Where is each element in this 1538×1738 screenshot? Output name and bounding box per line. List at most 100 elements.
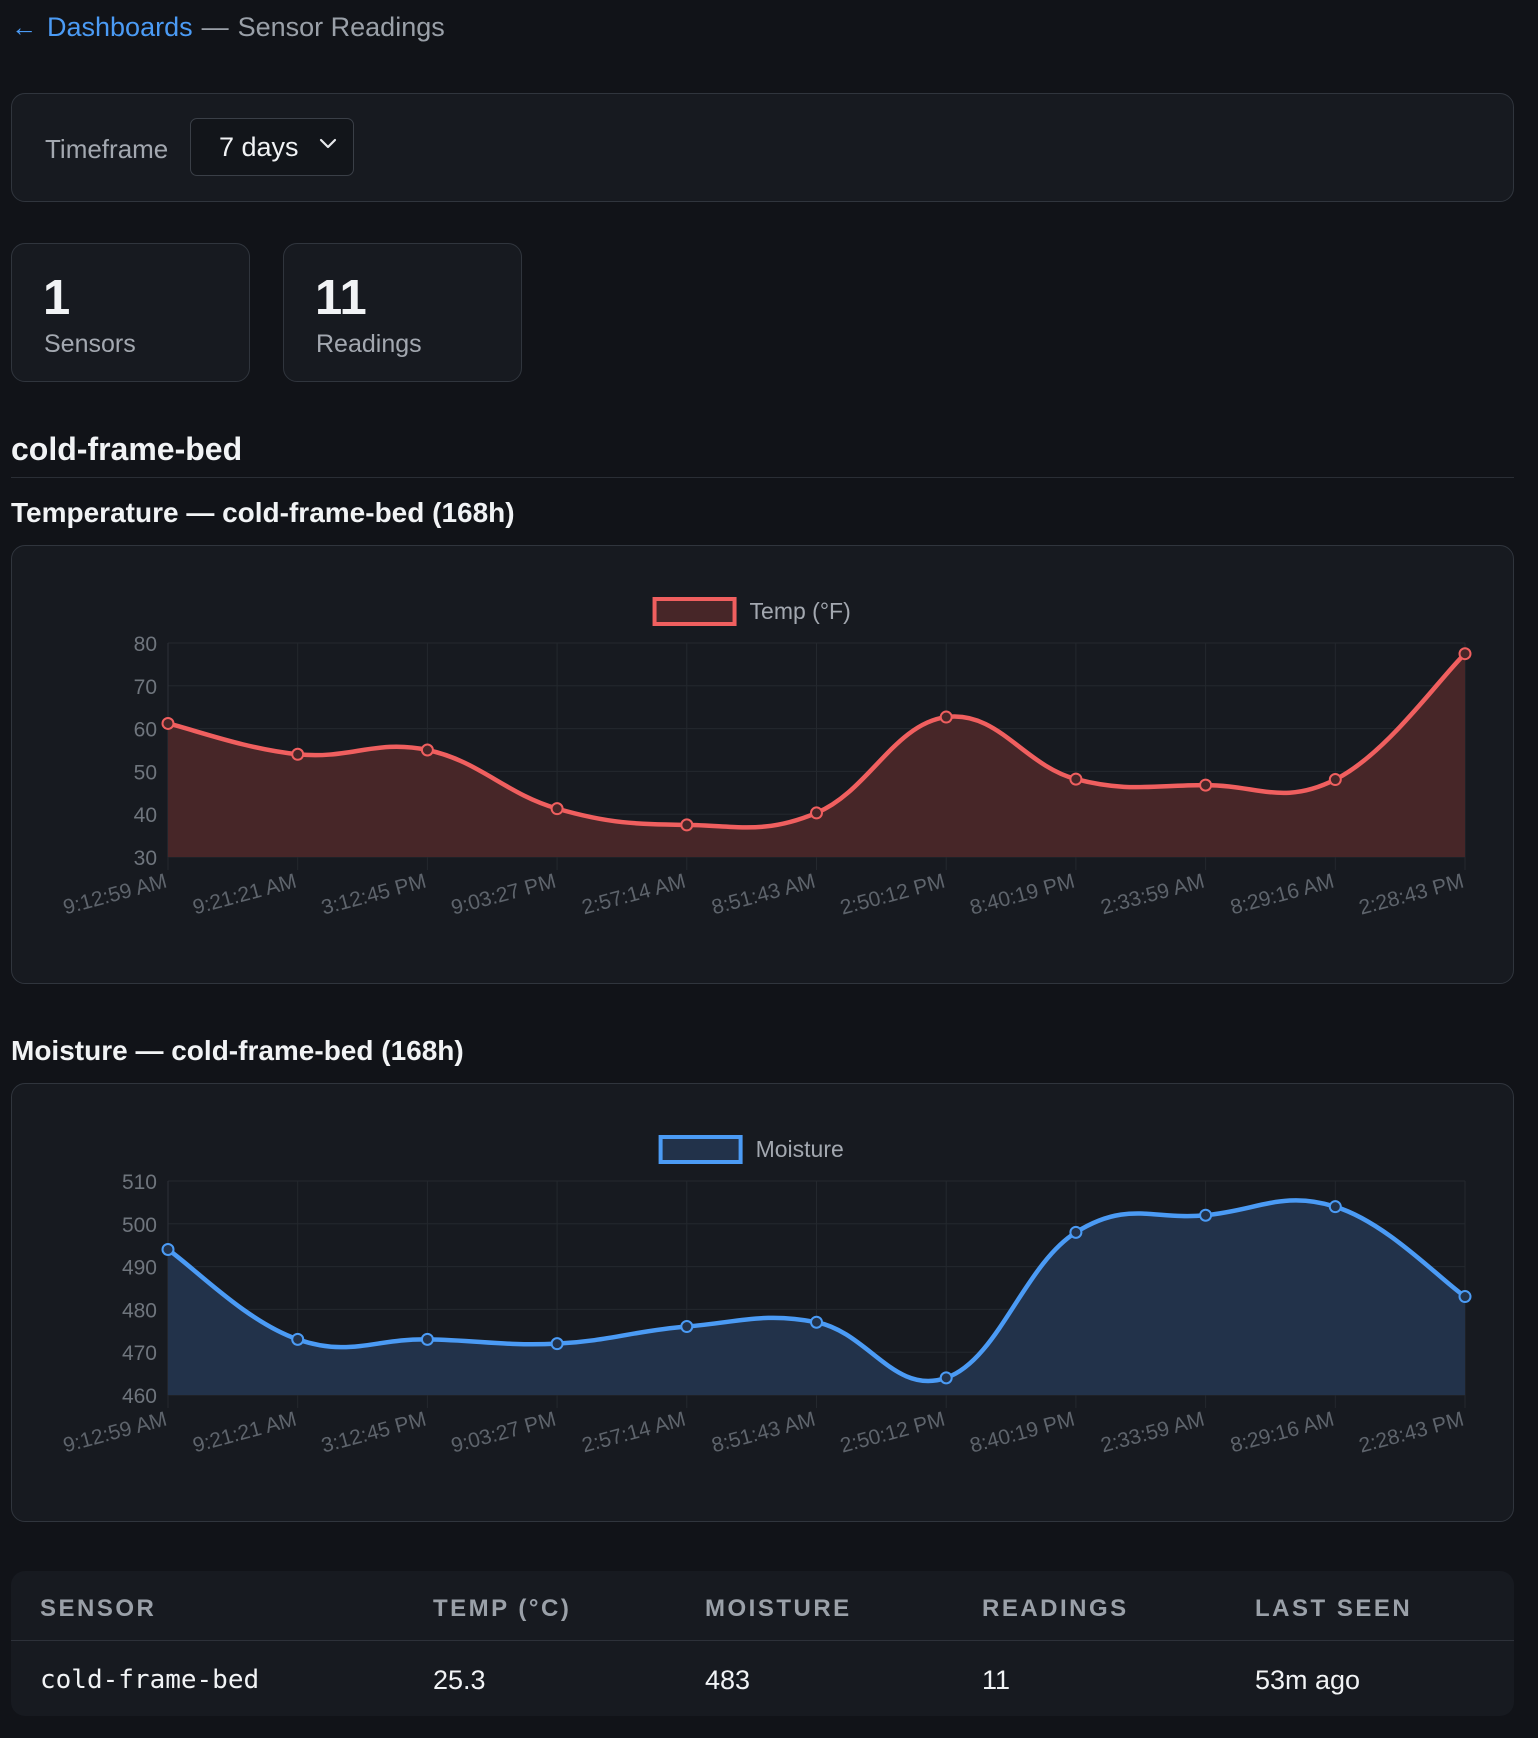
moisture-chart: Moisture 460 470 480 490 500 510 9:12:59 AM 9:21… [61,1135,1472,1458]
y-tick-label: 500 [122,1214,157,1237]
data-point [1069,772,1083,786]
column-header-sensor: Sensor [40,1595,157,1622]
column-header-temp: Temp (°C) [433,1595,572,1622]
temperature-chart-title: Temperature — cold-frame-bed (168h) [11,497,515,528]
x-tick-label: 8:29:16 AM [1228,870,1337,920]
data-point [550,1337,564,1351]
data-point [161,716,175,730]
moisture-chart-title: Moisture — cold-frame-bed (168h) [11,1035,464,1066]
cell-temp: 25.3 [433,1665,486,1695]
sensor-table: Sensor Temp (°C) Moisture Readings Last … [11,1571,1514,1716]
data-point [1328,1200,1342,1214]
breadcrumb-separator: — [201,12,229,42]
x-tick-label: 9:03:27 PM [449,870,559,920]
x-tick-label: 3:12:45 PM [319,870,429,920]
x-tick-label: 2:33:59 AM [1098,870,1207,920]
data-point [1199,778,1213,792]
x-tick-label: 2:28:43 PM [1357,870,1467,920]
x-tick-label: 8:29:16 AM [1228,1408,1337,1458]
data-point [680,818,694,832]
column-header-last-seen: Last Seen [1255,1595,1413,1622]
moisture-chart-panel: Moisture 460 470 480 490 500 510 9:12:59 AM 9:21… [11,1083,1514,1522]
y-tick-label: 510 [122,1171,157,1194]
y-tick-label: 470 [122,1342,157,1365]
table-header-row: Sensor Temp (°C) Moisture Readings Last … [11,1571,1514,1641]
column-header-moisture: Moisture [705,1595,852,1622]
data-point [939,1371,953,1385]
temperature-chart-panel: Temp (°F) 30 40 50 60 70 80 9:12:59 AM 9:21:21 A… [11,545,1514,984]
arrow-left-icon: ← [11,12,37,42]
y-tick-label: 70 [134,676,157,699]
stat-label: Readings [316,330,422,358]
chevron-down-icon [319,138,337,149]
x-tick-label: 8:51:43 AM [709,1408,818,1458]
y-tick-label: 80 [134,633,157,656]
x-tick-label: 9:21:21 AM [190,870,299,920]
x-tick-label: 3:12:45 PM [319,1408,429,1458]
data-point [161,1242,175,1256]
stat-value: 11 [315,271,367,325]
data-point [810,1315,823,1329]
data-point [810,806,823,820]
data-point [550,802,564,816]
x-tick-label: 2:50:12 PM [838,1408,948,1458]
y-tick-label: 60 [134,719,157,742]
data-point [420,743,434,757]
x-tick-label: 9:12:59 AM [61,1408,170,1458]
series-area [168,1200,1465,1395]
x-tick-label: 8:51:43 AM [709,870,818,920]
legend-label: Temp (°F) [750,598,851,624]
y-tick-label: 480 [122,1299,157,1322]
x-tick-label: 8:40:19 PM [967,870,1077,920]
series-area [168,653,1465,857]
x-tick-label: 8:40:19 PM [967,1408,1077,1458]
legend-swatch [652,597,737,626]
x-tick-label: 2:28:43 PM [1357,1408,1467,1458]
cell-moisture: 483 [705,1665,751,1695]
timeframe-panel: Timeframe 7 days [11,93,1514,202]
temperature-chart: Temp (°F) 30 40 50 60 70 80 9:12:59 AM 9:21:21 A… [61,597,1472,920]
stat-value: 1 [43,271,71,325]
data-point [939,710,953,724]
series-line [166,1198,1467,1384]
column-header-readings: Readings [982,1595,1129,1622]
back-to-dashboards-link[interactable]: ← Dashboards [11,12,193,43]
cell-readings: 11 [982,1665,1011,1695]
timeframe-selected-value: 7 days [219,131,299,162]
y-tick-label: 50 [134,761,157,784]
data-point [1458,1290,1472,1304]
timeframe-label: Timeframe [45,134,169,164]
stat-label: Sensors [44,330,136,358]
y-tick-label: 460 [122,1385,157,1408]
data-point [291,1332,305,1346]
y-tick-label: 490 [122,1257,157,1280]
legend-label: Moisture [756,1136,844,1162]
x-tick-label: 9:03:27 PM [449,1408,559,1458]
data-point [1069,1225,1083,1239]
cell-last-seen: 53m ago [1255,1665,1361,1695]
cell-sensor: cold-frame-bed [40,1665,260,1695]
x-tick-label: 2:33:59 AM [1098,1408,1207,1458]
data-point [420,1332,434,1346]
stat-card-sensors: 1 Sensors [11,243,250,382]
data-point [1458,647,1472,661]
sensor-section-title: cold-frame-bed [11,431,243,467]
data-point [1328,773,1342,787]
data-point [291,747,305,761]
section-divider [11,477,1514,478]
breadcrumb: ← Dashboards — Sensor Readings [11,12,445,43]
timeframe-select[interactable]: 7 days [190,118,354,176]
page-title: Sensor Readings [237,12,445,42]
back-link-label: Dashboards [47,12,193,42]
data-point [680,1320,694,1334]
stat-card-readings: 11 Readings [283,243,522,382]
legend-swatch [658,1135,743,1164]
series-line [167,652,1467,830]
x-tick-label: 2:57:14 AM [580,870,689,920]
y-tick-label: 30 [134,847,157,870]
x-tick-label: 9:12:59 AM [61,870,170,920]
x-tick-label: 9:21:21 AM [190,1408,299,1458]
y-tick-label: 40 [134,804,157,827]
x-tick-label: 2:50:12 PM [838,870,948,920]
x-tick-label: 2:57:14 AM [580,1408,689,1458]
